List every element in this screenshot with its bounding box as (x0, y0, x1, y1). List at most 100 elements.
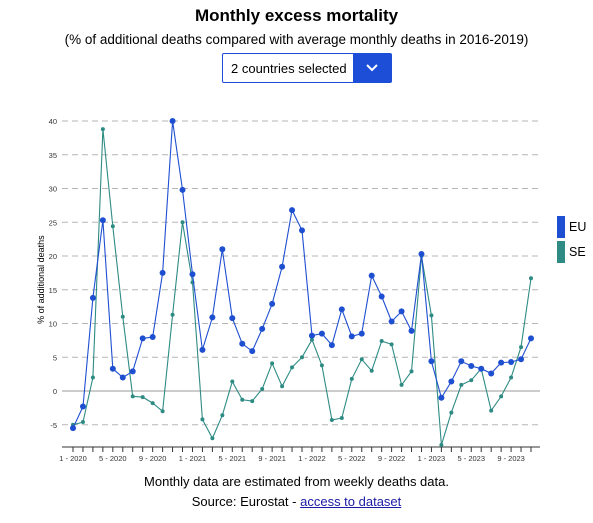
data-point-se (110, 224, 115, 229)
x-tick-label: 1 - 2020 (59, 454, 87, 463)
data-point-eu (498, 359, 505, 366)
data-point-se (339, 416, 344, 420)
data-point-se (309, 337, 314, 342)
data-point-eu (438, 394, 445, 401)
data-point-eu (219, 246, 226, 253)
data-point-eu (428, 358, 435, 365)
data-point-se (140, 395, 145, 400)
y-tick-label: 10 (49, 320, 57, 329)
data-point-se (349, 376, 354, 381)
x-tick-label: 1 - 2022 (298, 454, 326, 463)
data-point-eu (129, 368, 136, 375)
data-point-eu (368, 272, 375, 279)
data-point-se (439, 443, 444, 447)
x-tick-label: 9 - 2021 (258, 454, 286, 463)
data-point-se (399, 382, 404, 387)
data-point-eu (448, 378, 455, 385)
data-point-se (469, 378, 474, 383)
data-point-eu (388, 318, 395, 325)
chart-title: Monthly excess mortality (194, 6, 399, 25)
x-tick-label: 9 - 2023 (497, 454, 525, 463)
data-point-eu (119, 374, 126, 381)
y-tick-label: 5 (53, 353, 57, 362)
data-point-se (130, 394, 135, 399)
data-point-se (160, 409, 165, 414)
data-point-eu (358, 330, 365, 337)
data-point-se (100, 127, 105, 132)
data-point-se (519, 345, 524, 350)
footer-note: Monthly data are estimated from weekly d… (144, 474, 449, 489)
y-tick-label: 20 (49, 252, 57, 261)
data-point-eu (149, 334, 156, 340)
chart-subtitle: (% of additional deaths compared with av… (64, 32, 529, 47)
x-tick-label: 5 - 2023 (457, 454, 485, 463)
data-point-se (499, 394, 504, 399)
data-point-se (90, 375, 95, 380)
data-point-eu (249, 348, 256, 355)
data-point-eu (508, 358, 515, 365)
data-point-se (449, 410, 454, 415)
data-point-eu (279, 263, 286, 270)
legend-item-se[interactable]: SE (557, 241, 586, 263)
data-point-eu (199, 346, 206, 353)
data-point-se (80, 420, 85, 425)
country-select-dropdown[interactable]: 2 countries selected (222, 53, 392, 83)
data-point-eu (518, 356, 525, 363)
data-point-se (509, 375, 514, 380)
data-point-eu (478, 365, 485, 372)
data-point-eu (338, 306, 345, 313)
data-point-se (280, 384, 285, 389)
data-point-se (150, 401, 155, 406)
data-point-eu (378, 293, 385, 300)
dropdown-label: 2 countries selected (231, 60, 347, 76)
data-point-se (319, 363, 324, 368)
data-point-se (459, 382, 464, 387)
data-point-se (489, 408, 494, 413)
data-point-eu (109, 365, 116, 372)
y-tick-label: 30 (49, 185, 57, 194)
x-tick-label: 9 - 2020 (139, 454, 167, 463)
data-point-eu (70, 425, 76, 432)
x-tick-label: 9 - 2022 (378, 454, 406, 463)
x-tick-label: 1 - 2021 (179, 454, 207, 463)
x-tick-label: 5 - 2021 (219, 454, 247, 463)
legend-item-eu[interactable]: EU (557, 216, 586, 238)
data-point-eu (239, 340, 246, 347)
data-point-se (120, 314, 125, 319)
data-point-eu (299, 227, 305, 234)
chevron-down-icon[interactable] (353, 54, 391, 82)
data-point-eu (169, 118, 176, 124)
data-point-se (180, 220, 185, 225)
x-tick-label: 5 - 2022 (338, 454, 366, 463)
data-point-se (409, 369, 414, 374)
data-point-eu (348, 333, 355, 340)
data-point-eu (468, 363, 475, 370)
data-point-eu (79, 403, 86, 410)
chart-plot: -5 0 5 10 15 20 25 30 35 40 % of additional deaths… (36, 117, 540, 463)
data-point-eu (308, 332, 315, 339)
dataset-link[interactable]: access to dataset (300, 494, 402, 509)
data-point-eu (259, 325, 266, 332)
data-point-eu (189, 271, 196, 278)
data-point-eu (488, 370, 495, 377)
data-point-se (429, 313, 434, 318)
data-point-eu (209, 314, 216, 321)
data-point-se (210, 436, 215, 441)
data-point-eu (289, 207, 296, 214)
legend-label-se: SE (569, 245, 586, 259)
data-point-se (379, 339, 384, 344)
data-point-se (170, 312, 175, 317)
data-point-se (250, 399, 255, 404)
data-point-se (270, 361, 275, 366)
data-point-se (230, 379, 235, 384)
y-tick-label: 15 (49, 286, 57, 295)
data-point-eu (458, 358, 465, 365)
data-point-eu (89, 294, 96, 301)
x-tick-label: 5 - 2020 (99, 454, 127, 463)
data-point-se (300, 355, 304, 360)
data-point-eu (318, 330, 325, 337)
data-point-se (389, 342, 394, 347)
data-point-se (260, 386, 265, 391)
data-point-se (290, 365, 295, 370)
y-axis-label: % of additional deaths (36, 235, 46, 324)
